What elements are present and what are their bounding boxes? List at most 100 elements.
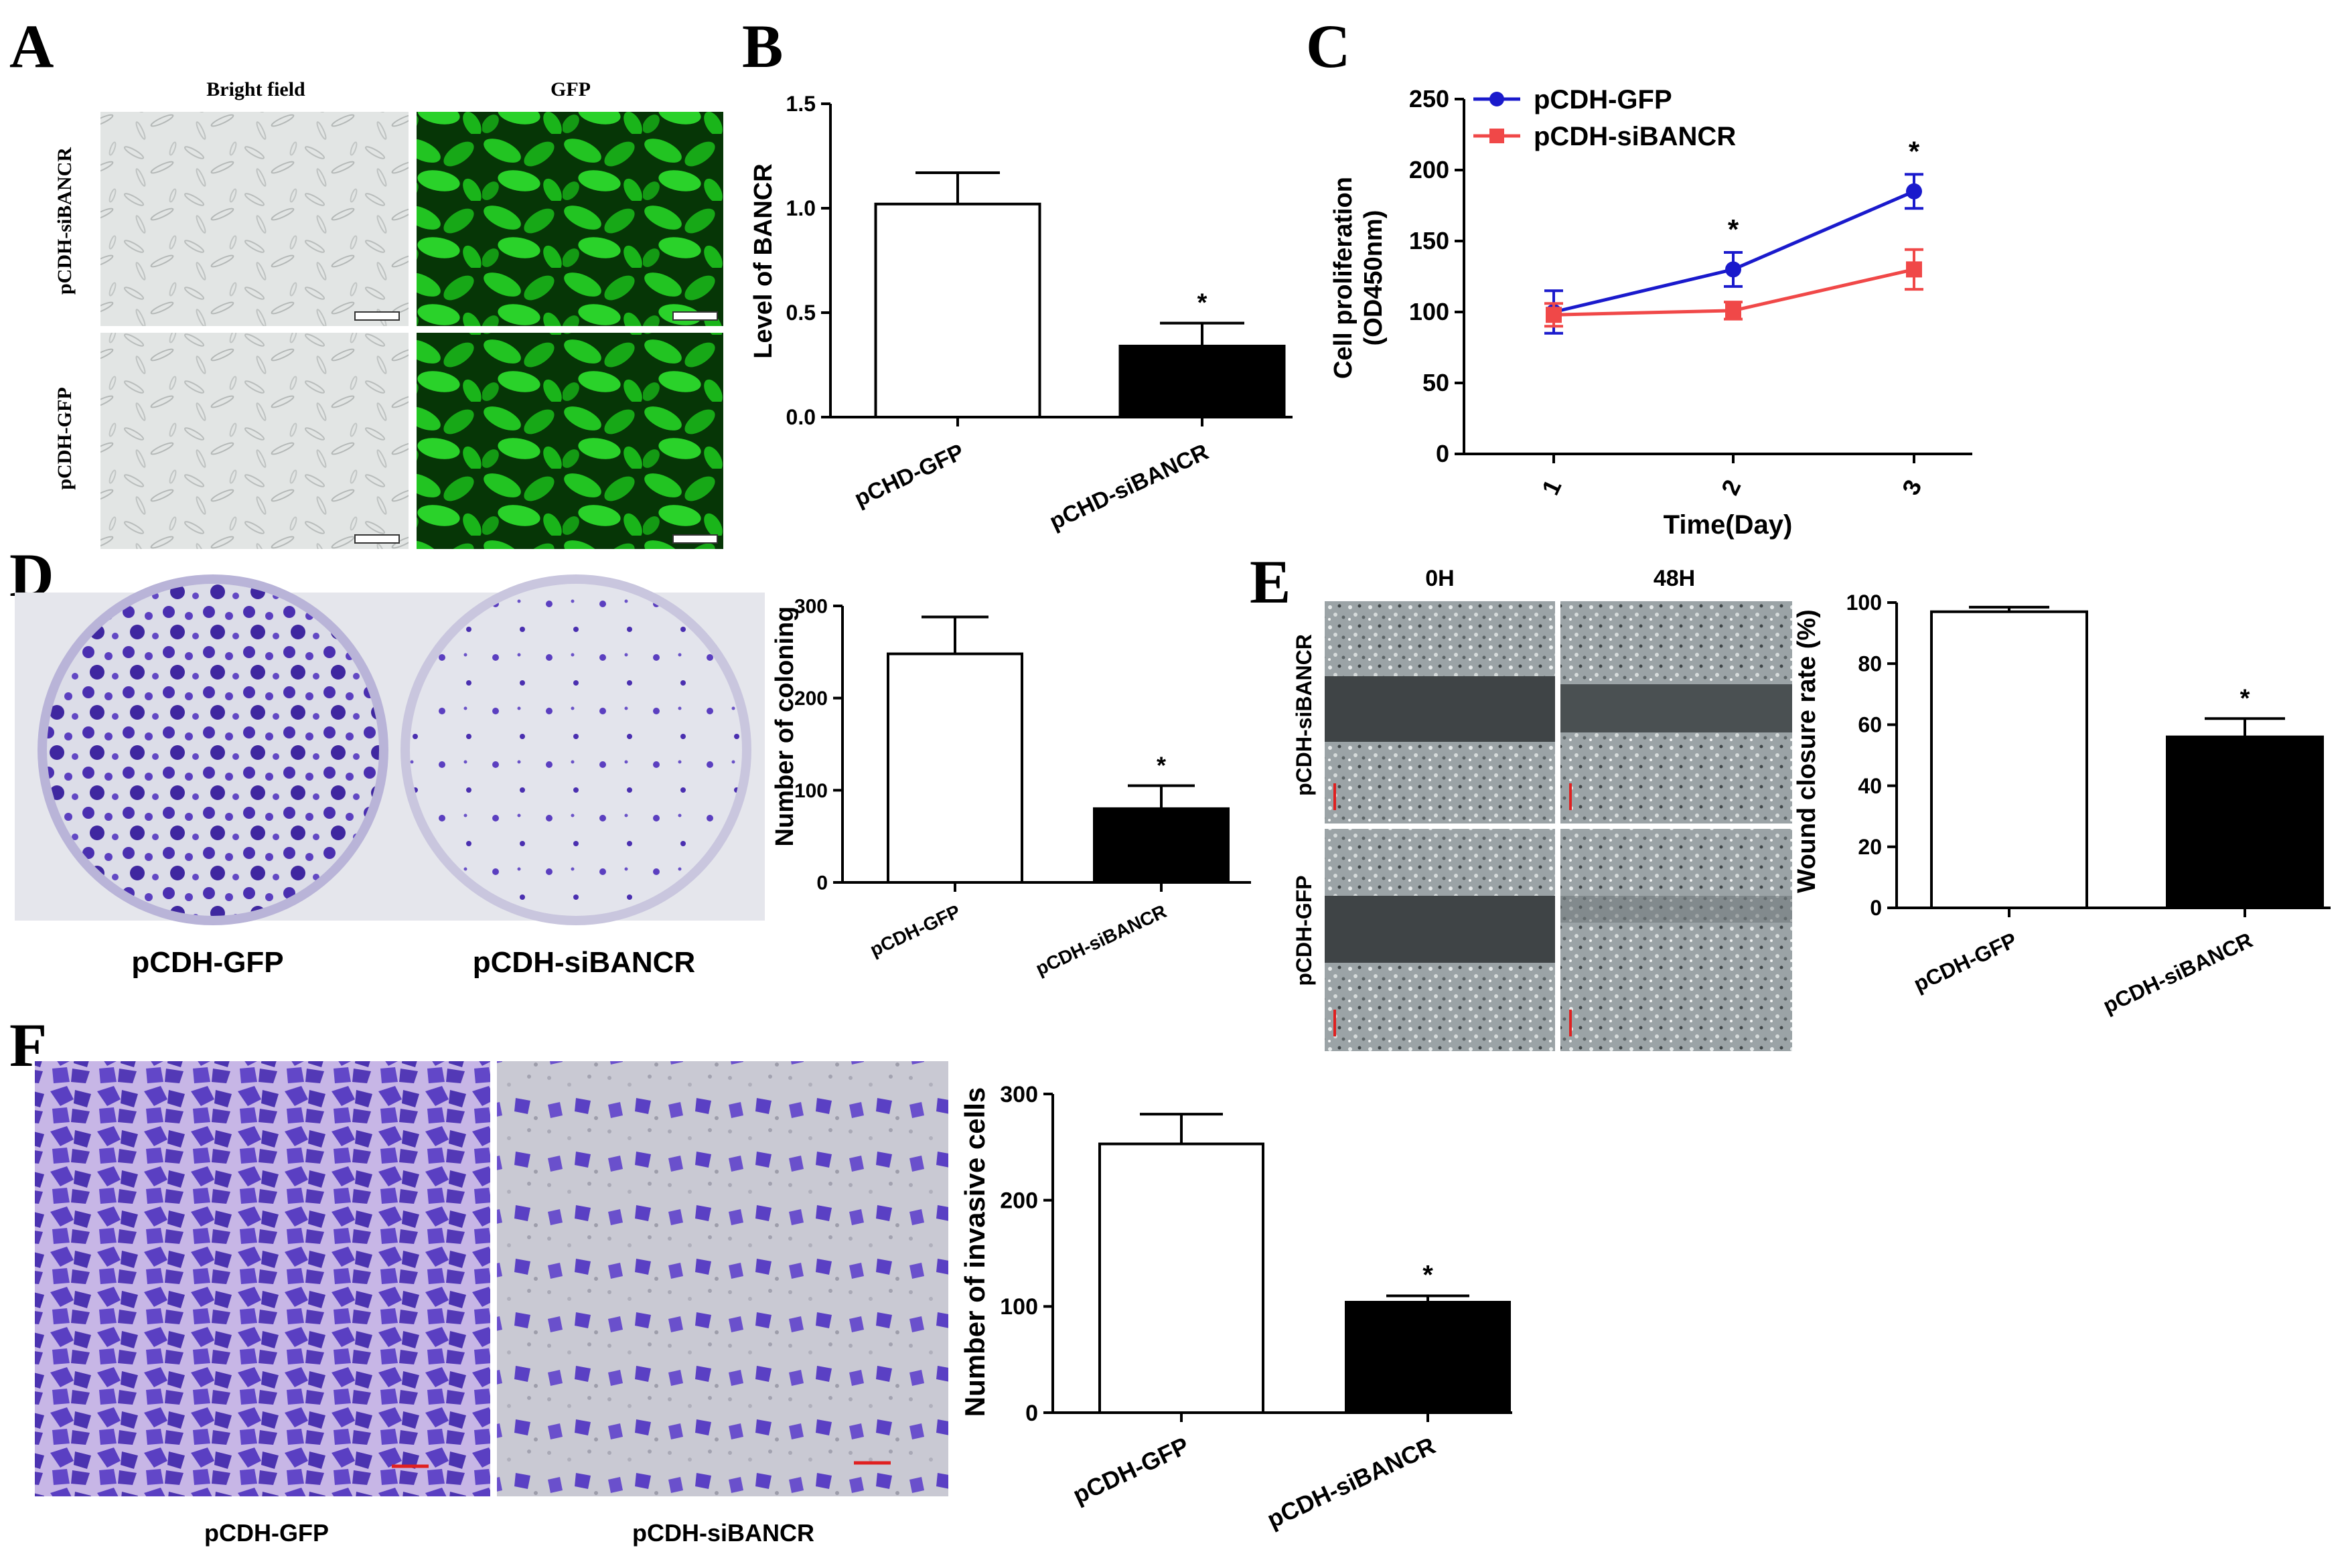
panel-label-a: A <box>9 12 54 80</box>
data-point <box>1725 302 1741 319</box>
brightfield-image-sibancr <box>100 112 409 326</box>
x-tick-label: 2 <box>1716 475 1747 499</box>
category-label: pCDH-siBANCR <box>1263 1431 1440 1533</box>
row-label-gfp: pCDH-GFP <box>1292 875 1316 986</box>
legend-label: pCDH-GFP <box>1534 85 1672 114</box>
y-tick-label: 80 <box>1858 651 1882 676</box>
x-axis-label: Time(Day) <box>1664 510 1793 540</box>
significance-marker: * <box>2240 684 2250 712</box>
colony-plate-sibancr <box>410 584 742 916</box>
chart-c: 0 50 100 150 200 250 1 2 3 pCDH-GFP pCDH-siBANCR * * <box>1409 85 1972 499</box>
wound-gap <box>1560 684 1792 732</box>
chart-f: 0 100 200 300 pCDH-GFP pCDH-siBANCR * <box>1000 1082 1512 1533</box>
category-label: pCDH-GFP <box>1910 928 2021 996</box>
chart-e: 0 20 40 60 80 100 pCDH-GFP pCDH-siBANCR * <box>1846 591 2331 1018</box>
y-axis-label: Number of coloning <box>771 607 799 847</box>
y-tick-label: 0 <box>816 872 828 894</box>
y-tick-label: 40 <box>1858 774 1882 798</box>
panel-e: E 0H 48H pCDH-siBANCR pCDH-GFP Wound clo… <box>1250 548 2331 1051</box>
category-label: pCHD-GFP <box>851 439 968 512</box>
bar <box>2166 735 2324 910</box>
scale-bar <box>354 311 400 321</box>
wound-gap <box>1325 676 1555 742</box>
y-axis-label: Wound closure rate (%) <box>1793 609 1821 893</box>
y-axis-label: Number of invasive cells <box>959 1087 990 1417</box>
col-header-bright: Bright field <box>206 78 305 100</box>
y-tick-label: 250 <box>1409 85 1449 112</box>
panel-label-e: E <box>1250 548 1291 616</box>
chart-b: 0.0 0.5 1.0 1.5 pCHD-GFP pCHD-siBANCR * <box>786 92 1293 535</box>
x-tick-label: 1 <box>1536 475 1567 499</box>
significance-marker: * <box>1422 1260 1433 1289</box>
wound-gap-closed <box>1560 896 1792 923</box>
panel-d: D pCDH-GFP pCDH-siBANCR Number of coloni… <box>9 541 1251 979</box>
bar <box>887 652 1023 884</box>
data-point <box>1546 307 1562 323</box>
data-point <box>1725 261 1741 278</box>
y-tick-label: 100 <box>1000 1294 1038 1320</box>
image-label-sibancr: pCDH-siBANCR <box>632 1519 814 1547</box>
legend-marker <box>1489 129 1504 143</box>
bar <box>874 202 1041 418</box>
y-tick-label: 50 <box>1422 369 1449 396</box>
scale-bar <box>672 534 718 544</box>
panel-b: B Level of BANCR 0.0 0.5 1.0 1.5 pCHD-GFP pCH… <box>742 12 1293 535</box>
panel-label-b: B <box>742 12 783 80</box>
y-tick-label: 0.5 <box>786 301 816 325</box>
y-tick-label: 200 <box>1409 156 1449 183</box>
wound-gap <box>1325 896 1555 963</box>
data-point <box>1906 261 1922 278</box>
brightfield-image-gfp <box>100 333 409 549</box>
bar <box>1093 807 1230 884</box>
bar <box>1118 344 1286 418</box>
category-label: pCDH-GFP <box>1068 1431 1193 1509</box>
gfp-image-sibancr <box>417 112 723 326</box>
y-tick-label: 100 <box>794 780 828 802</box>
image-label-gfp: pCDH-GFP <box>204 1519 329 1547</box>
y-tick-label: 60 <box>1858 713 1882 737</box>
y-tick-label: 0 <box>1436 440 1449 467</box>
plate-label-gfp: pCDH-GFP <box>131 946 283 979</box>
category-label: pCHD-siBANCR <box>1045 439 1212 535</box>
y-axis-label-line1: Cell proliferation <box>1329 177 1358 379</box>
category-label: pCDH-GFP <box>867 900 963 960</box>
panel-f: F pCDH-GFP pCDH-siBANCR Number of invasi… <box>9 1011 1512 1547</box>
wound-image-gfp-48h <box>1560 829 1792 1051</box>
col-header-48h: 48H <box>1654 566 1695 591</box>
row-label-sibancr: pCDH-siBANCR <box>1292 634 1316 796</box>
significance-marker: * <box>1728 214 1739 245</box>
bar <box>1930 610 2088 909</box>
significance-marker: * <box>1157 751 1166 779</box>
y-tick-label: 1.0 <box>786 196 816 220</box>
y-tick-label: 0 <box>1870 896 1882 920</box>
colony-plate-gfp <box>47 584 379 916</box>
legend-label: pCDH-siBANCR <box>1534 122 1736 151</box>
significance-marker: * <box>1909 135 1920 167</box>
panel-label-c: C <box>1306 12 1350 80</box>
y-axis-label-line2: (OD450nm) <box>1360 210 1388 346</box>
col-header-gfp: GFP <box>551 78 591 100</box>
data-point <box>1906 183 1922 200</box>
invasion-image-gfp <box>35 1061 490 1496</box>
panel-a: A Bright field GFP pCDH-siBANCR pCDH-GFP <box>9 12 723 549</box>
row-label-sibancr: pCDH-siBANCR <box>54 147 76 295</box>
y-tick-label: 300 <box>1000 1082 1038 1107</box>
y-tick-label: 0 <box>1025 1401 1038 1426</box>
plate-label-sibancr: pCDH-siBANCR <box>473 946 695 979</box>
y-tick-label: 300 <box>794 596 828 618</box>
bar <box>1098 1142 1264 1415</box>
scale-bar <box>672 311 718 321</box>
y-tick-label: 200 <box>1000 1188 1038 1214</box>
category-label: pCDH-siBANCR <box>1033 900 1170 979</box>
panel-c: C Cell proliferation (OD450nm) Time(Day)… <box>1306 12 1972 540</box>
y-tick-label: 100 <box>1409 298 1449 325</box>
y-axis-label: Level of BANCR <box>749 163 778 358</box>
significance-marker: * <box>1197 289 1207 317</box>
gfp-image-gfp <box>417 333 723 549</box>
y-tick-label: 100 <box>1846 591 1882 615</box>
scale-bar <box>354 534 400 544</box>
y-tick-label: 0.0 <box>786 405 816 429</box>
invasion-image-sibancr <box>497 1061 948 1496</box>
y-tick-label: 20 <box>1858 835 1882 859</box>
row-label-gfp: pCDH-GFP <box>54 387 76 489</box>
